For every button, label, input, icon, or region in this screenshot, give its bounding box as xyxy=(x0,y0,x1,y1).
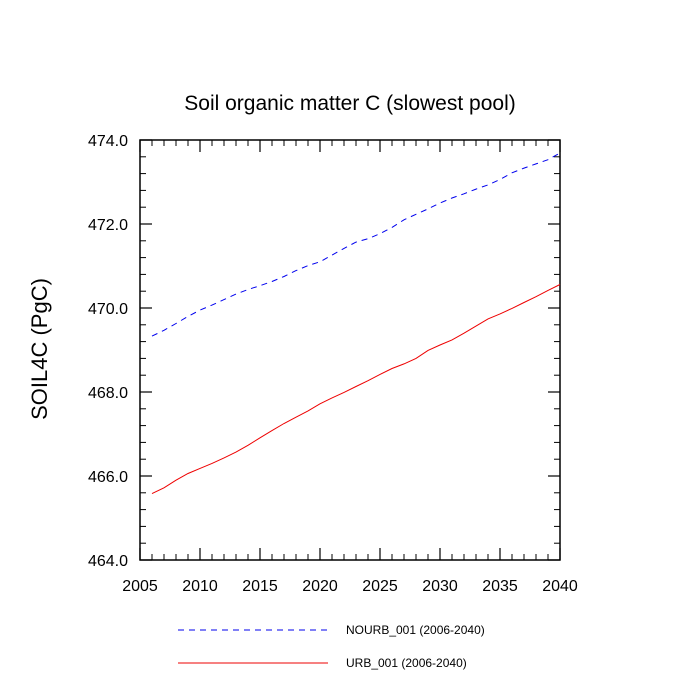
legend-label-2: URB_001 (2006-2040) xyxy=(346,656,467,670)
plot-area: 2005 2010 2015 2020 2025 2030 2035 2040 464.0 466… xyxy=(88,133,578,595)
y-tick-label: 468.0 xyxy=(88,385,128,402)
x-tick-label: 2005 xyxy=(122,578,158,595)
plot-frame xyxy=(139,139,561,561)
y-axis-label: SOIL4C (PgC) xyxy=(27,278,52,420)
y-tick-label: 470.0 xyxy=(88,301,128,318)
y-tick-label: 472.0 xyxy=(88,217,128,234)
x-tick-label: 2010 xyxy=(182,578,218,595)
x-tick-label: 2030 xyxy=(422,578,458,595)
y-tick-label: 466.0 xyxy=(88,469,128,486)
x-tick-label: 2015 xyxy=(242,578,278,595)
legend-label-1: NOURB_001 (2006-2040) xyxy=(346,623,485,637)
y-tick-label: 464.0 xyxy=(88,553,128,570)
x-tick-label: 2025 xyxy=(362,578,398,595)
x-tick-label: 2035 xyxy=(482,578,518,595)
y-tick-label: 474.0 xyxy=(88,133,128,150)
x-tick-label: 2040 xyxy=(542,578,578,595)
x-tick-label: 2020 xyxy=(302,578,338,595)
legend: NOURB_001 (2006-2040) URB_001 (2006-2040) xyxy=(178,623,485,670)
series-line-2 xyxy=(151,284,561,495)
series-line-1 xyxy=(151,152,561,337)
chart-title: Soil organic matter C (slowest pool) xyxy=(184,92,515,115)
